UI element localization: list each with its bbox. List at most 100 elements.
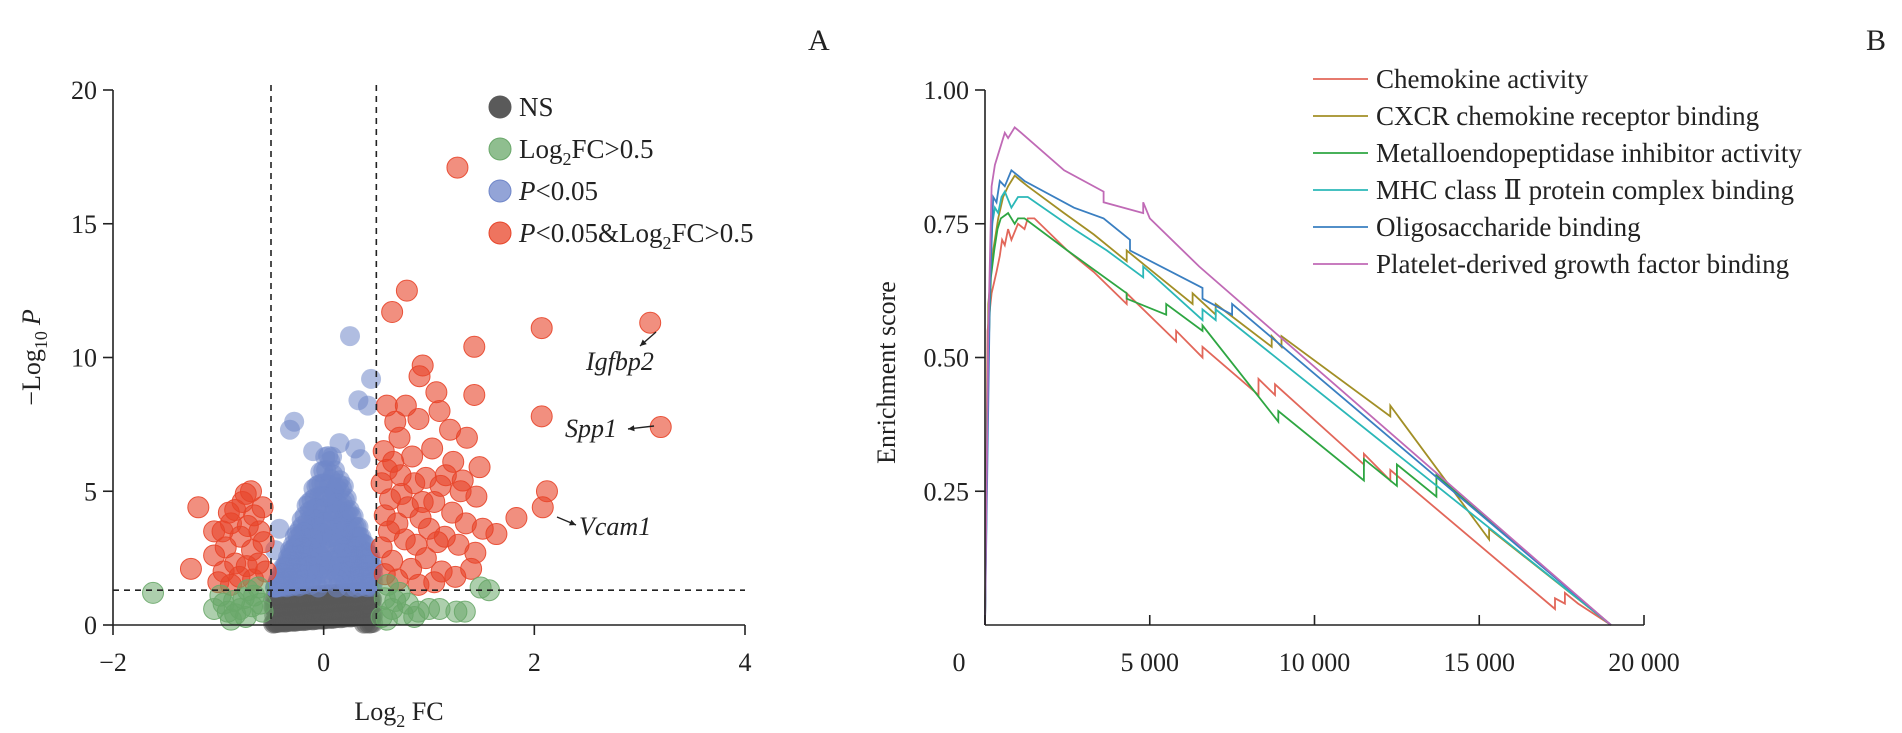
legend-label-ns: NS bbox=[519, 92, 554, 122]
both-point bbox=[460, 557, 483, 580]
both-point bbox=[411, 490, 434, 513]
x-tick-label: 15 000 bbox=[1444, 648, 1516, 677]
y-tick-label: 0.50 bbox=[924, 344, 970, 373]
gene-label-igfbp2: Igfbp2 bbox=[585, 347, 654, 376]
legend: NS Log2FC>0.5 P<0.05 P<0.05&Log2FC>0.5 bbox=[488, 92, 754, 253]
series-line-0 bbox=[984, 217, 1612, 626]
legend-marker-fc bbox=[488, 137, 512, 161]
x-tick-label: 0 bbox=[317, 648, 330, 677]
both-point bbox=[382, 450, 405, 473]
both-point bbox=[455, 426, 478, 449]
x-tick-label: 2 bbox=[528, 648, 541, 677]
both-point bbox=[403, 472, 426, 495]
series-line-1 bbox=[984, 174, 1612, 626]
p-point bbox=[361, 368, 382, 389]
panel-letter-b: B bbox=[1866, 24, 1886, 57]
both-point bbox=[395, 279, 418, 302]
y-tick-label: 0.25 bbox=[924, 477, 970, 506]
legend-label-both: P<0.05&Log2FC>0.5 bbox=[518, 218, 754, 253]
panel-letter-a: A bbox=[808, 24, 830, 57]
legend-label-p: P<0.05 bbox=[518, 176, 598, 206]
x-tick-label: 5 000 bbox=[1121, 648, 1180, 677]
both-point bbox=[505, 507, 528, 529]
both-point bbox=[425, 381, 448, 404]
both-point bbox=[468, 456, 491, 479]
gsea-enrichment-plot: 0.25 0.50 0.75 1.00 0 5 000 10 000 15 000 20 000… bbox=[872, 64, 1802, 677]
p-point bbox=[292, 537, 313, 558]
p-point bbox=[357, 395, 378, 416]
legend: Chemokine activity CXCR chemokine recepto… bbox=[1313, 64, 1802, 279]
both-point bbox=[421, 437, 444, 460]
fc-point bbox=[453, 600, 476, 623]
fc-points bbox=[142, 573, 501, 631]
legend-marker-both bbox=[488, 221, 512, 245]
x-axis-title: Log2 FC bbox=[354, 697, 443, 731]
p-point bbox=[340, 326, 360, 347]
fc-point bbox=[142, 581, 165, 604]
y-tick-label: 0.75 bbox=[924, 210, 970, 239]
both-point bbox=[428, 400, 451, 422]
series-line-2 bbox=[984, 211, 1612, 626]
legend-label: Oligosaccharide binding bbox=[1376, 212, 1641, 242]
both-point bbox=[535, 480, 558, 503]
p-point bbox=[332, 556, 353, 577]
both-point bbox=[530, 405, 553, 428]
p-point bbox=[311, 546, 332, 567]
both-point bbox=[426, 531, 449, 554]
gene-label-spp1: Spp1 bbox=[565, 414, 617, 443]
gene-arrow-head bbox=[628, 425, 635, 432]
both-point bbox=[370, 472, 393, 495]
p-point bbox=[329, 433, 350, 454]
p-point bbox=[326, 493, 347, 514]
p-point bbox=[314, 512, 335, 533]
both-point bbox=[386, 512, 409, 535]
both-point bbox=[370, 536, 393, 559]
p-point bbox=[269, 518, 290, 539]
both-point bbox=[251, 496, 274, 519]
x-tick-label: −2 bbox=[99, 648, 127, 677]
p-point bbox=[350, 449, 371, 470]
y-tick-label: 5 bbox=[84, 477, 97, 506]
ns-point bbox=[304, 593, 325, 614]
both-point bbox=[639, 311, 662, 334]
both-point bbox=[252, 531, 275, 554]
x-tick-label: 0 bbox=[953, 648, 966, 677]
both-point bbox=[463, 383, 486, 406]
y-tick-label: 0 bbox=[84, 611, 97, 640]
y-axis-title: Enrichment score bbox=[872, 281, 901, 464]
both-point bbox=[463, 335, 486, 358]
legend-label: CXCR chemokine receptor binding bbox=[1376, 101, 1759, 131]
gene-arrow-head bbox=[569, 519, 576, 526]
both-point bbox=[530, 317, 553, 340]
gene-label-vcam1: Vcam1 bbox=[579, 512, 651, 541]
both-point bbox=[187, 496, 210, 519]
series-line-3 bbox=[984, 189, 1612, 626]
p-point bbox=[289, 558, 310, 579]
fc-point bbox=[469, 576, 492, 599]
x-tick-label: 4 bbox=[739, 648, 752, 677]
p-point bbox=[308, 577, 329, 598]
legend-label: Platelet-derived growth factor binding bbox=[1376, 249, 1789, 279]
legend-label: MHC class Ⅱ protein complex binding bbox=[1376, 175, 1794, 205]
p-point bbox=[274, 557, 295, 578]
legend-label-fc: Log2FC>0.5 bbox=[519, 134, 654, 169]
both-points bbox=[179, 156, 672, 596]
y-axis-title: −Log10P bbox=[17, 309, 51, 406]
legend-label: Chemokine activity bbox=[1376, 64, 1589, 94]
y-tick-label: 20 bbox=[71, 76, 97, 105]
fc-point bbox=[403, 605, 426, 628]
both-point bbox=[465, 485, 488, 508]
gene-arrow-head bbox=[640, 339, 647, 346]
both-point bbox=[451, 469, 474, 492]
series-line-5 bbox=[984, 126, 1612, 626]
p-point bbox=[318, 445, 339, 466]
both-point bbox=[471, 517, 494, 540]
y-tick-label: 1.00 bbox=[924, 76, 970, 105]
both-point bbox=[381, 301, 404, 324]
p-point bbox=[303, 441, 324, 462]
p-point-cloud bbox=[265, 326, 384, 598]
ns-point bbox=[343, 606, 364, 627]
y-tick-label: 15 bbox=[71, 210, 97, 239]
both-point bbox=[446, 156, 469, 179]
